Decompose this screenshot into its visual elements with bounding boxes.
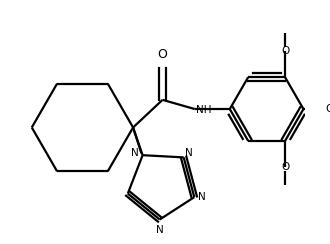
Text: O: O	[281, 46, 289, 56]
Text: N: N	[131, 148, 139, 158]
Text: N: N	[156, 225, 164, 235]
Text: N: N	[185, 148, 192, 158]
Text: O: O	[325, 104, 330, 114]
Text: O: O	[158, 48, 168, 61]
Text: N: N	[198, 192, 206, 202]
Text: O: O	[281, 162, 289, 172]
Text: NH: NH	[196, 105, 211, 115]
